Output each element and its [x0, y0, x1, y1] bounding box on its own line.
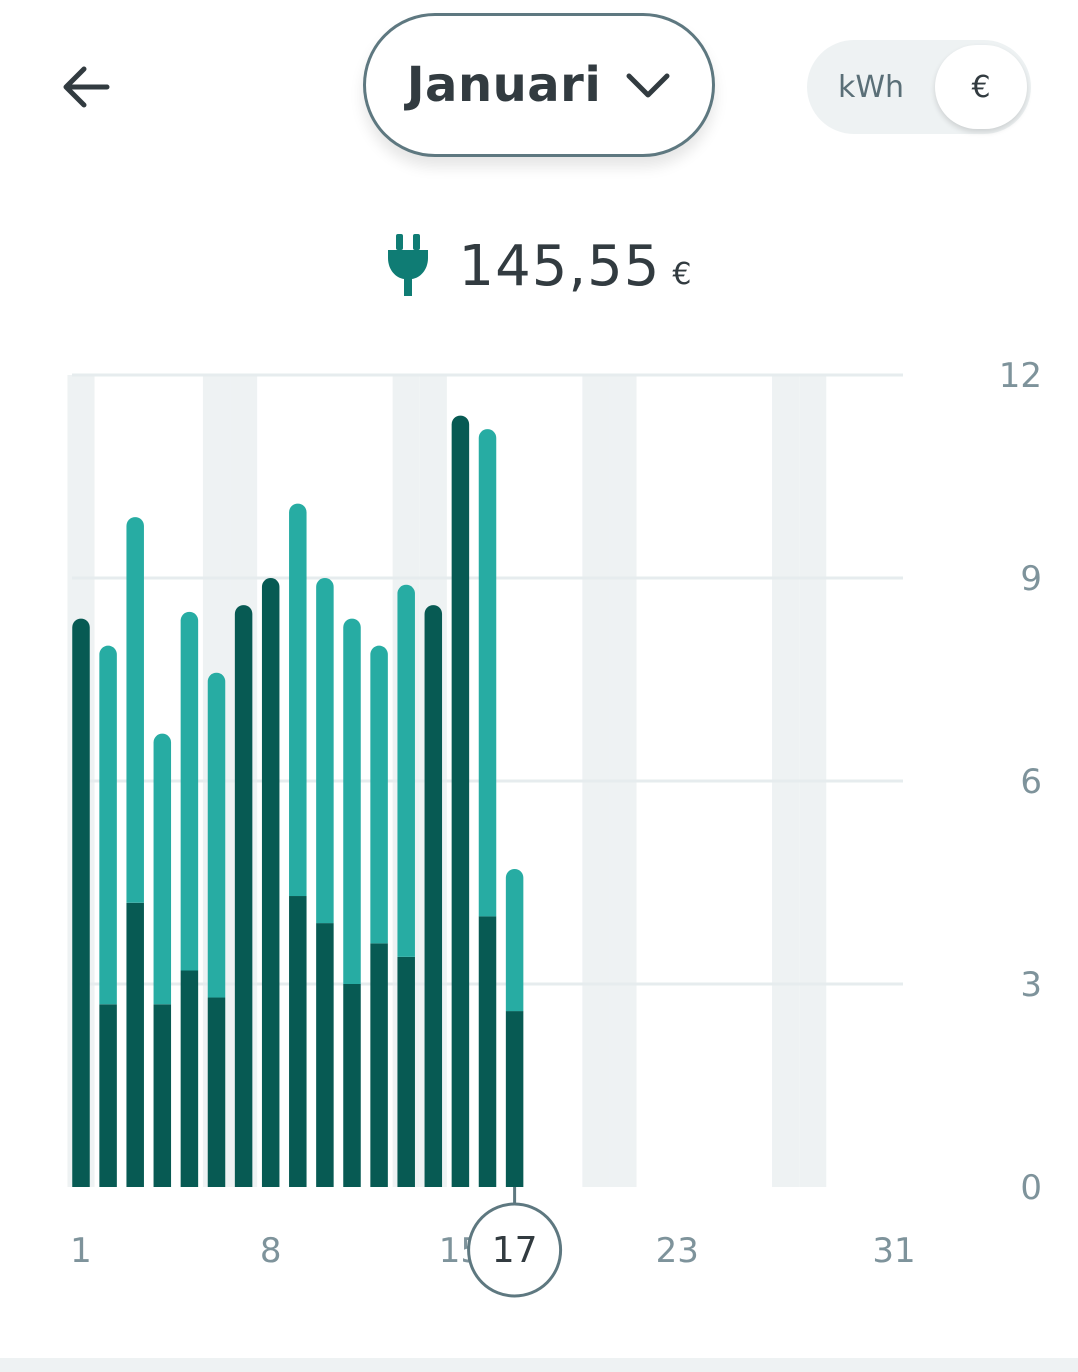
back-button[interactable]: [50, 52, 120, 122]
bar-segment-dark: [180, 970, 199, 1187]
x-tick-label: 23: [656, 1231, 699, 1271]
bar-segment-light: [180, 611, 199, 971]
bar-group: [153, 733, 172, 1187]
bar-segment-light: [207, 672, 226, 998]
bar-segment-light: [289, 503, 307, 897]
bar-segment-light: [397, 584, 415, 957]
bar-segment-dark: [261, 578, 280, 1187]
bar-segment-dark: [72, 618, 90, 1187]
bar-segment-dark: [207, 997, 226, 1187]
bar-group: [451, 415, 470, 1188]
bar-segment-dark: [153, 1004, 172, 1187]
x-tick-label: 8: [260, 1231, 282, 1271]
electric-plug-icon: [388, 234, 429, 296]
bar-segment-light: [370, 645, 388, 944]
bar-segment-dark: [478, 916, 497, 1187]
bar-group: [99, 645, 117, 1187]
x-tick-label: 31: [872, 1231, 915, 1271]
unit-toggle[interactable]: kWh €: [807, 40, 1031, 134]
bar-segment-dark: [126, 902, 144, 1187]
month-dropdown[interactable]: Januari: [363, 13, 715, 157]
y-tick-label: 12: [999, 356, 1042, 396]
selected-day-marker[interactable]: [467, 1202, 563, 1298]
bar-group: [207, 672, 226, 1187]
bar-group: [343, 618, 361, 1187]
bar-group: [234, 605, 253, 1187]
bar-segment-light: [99, 645, 117, 1005]
selected-day-label: 17: [492, 1230, 538, 1271]
bar-group: [316, 578, 334, 1187]
bar-segment-light: [505, 868, 524, 1012]
bar-segment-dark: [451, 415, 470, 1188]
bar-group: [370, 645, 388, 1187]
bar-segment-light: [153, 733, 172, 1005]
bar-segment-dark: [397, 956, 415, 1187]
total-consumption: 145,55 €: [0, 226, 1078, 306]
bar-segment-dark: [316, 923, 334, 1187]
y-tick-label: 3: [1020, 965, 1042, 1005]
unit-option-euro[interactable]: €: [935, 45, 1027, 129]
total-value: 145,55: [458, 233, 661, 299]
bar-group: [478, 429, 497, 1187]
y-tick-label: 0: [1020, 1168, 1042, 1208]
y-tick-label: 9: [1020, 559, 1042, 599]
bar-segment-dark: [424, 605, 443, 1187]
bar-group: [126, 517, 144, 1187]
bar-group: [505, 868, 524, 1187]
x-tick-label: 1: [70, 1231, 92, 1271]
bar-group: [180, 611, 199, 1187]
bar-group: [72, 618, 90, 1187]
chevron-down-icon: [626, 73, 670, 98]
bar-segment-dark: [234, 605, 253, 1187]
month-label: Januari: [406, 57, 602, 113]
bar-segment-dark: [505, 1011, 524, 1187]
arrow-left-icon: [63, 66, 110, 108]
total-unit: €: [672, 256, 692, 292]
unit-option-kwh[interactable]: kWh: [837, 69, 905, 105]
bar-segment-dark: [289, 896, 307, 1187]
bar-segment-light: [343, 618, 361, 984]
bar-segment-light: [478, 429, 497, 917]
y-tick-label: 6: [1020, 762, 1042, 802]
bar-group: [424, 605, 443, 1187]
bar-group: [397, 584, 415, 1187]
bar-segment-dark: [99, 1004, 117, 1187]
bar-group: [261, 578, 280, 1187]
bottom-strip: [0, 1358, 1078, 1372]
bar-segment-dark: [343, 984, 361, 1187]
bar-segment-dark: [370, 943, 388, 1187]
bar-group: [289, 503, 307, 1187]
bar-segment-light: [126, 517, 144, 903]
bar-segment-light: [316, 578, 334, 924]
